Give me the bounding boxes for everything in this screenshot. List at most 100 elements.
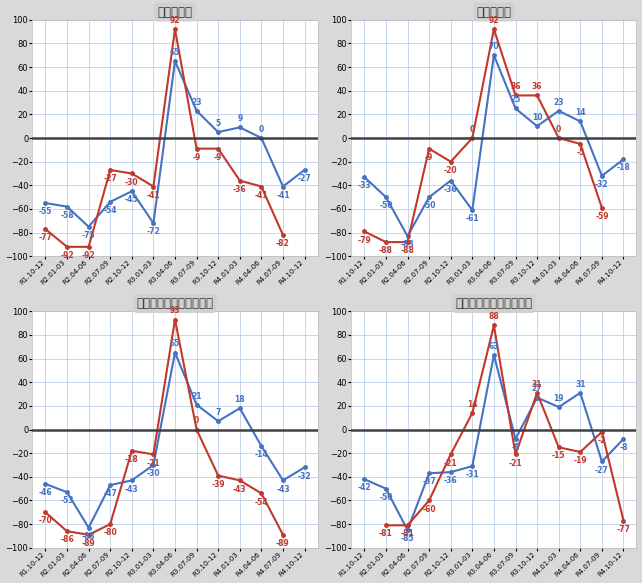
- Text: 36: 36: [510, 82, 521, 92]
- Text: -8: -8: [511, 443, 520, 452]
- Text: -32: -32: [595, 180, 609, 189]
- Text: 14: 14: [575, 108, 586, 117]
- Text: -9: -9: [214, 153, 222, 162]
- Text: -27: -27: [298, 174, 311, 183]
- Text: -21: -21: [508, 458, 523, 468]
- Text: 5: 5: [216, 119, 221, 128]
- Text: -18: -18: [125, 455, 139, 464]
- Text: -14: -14: [255, 450, 268, 459]
- Text: 93: 93: [169, 306, 180, 315]
- Text: -2: -2: [598, 436, 606, 445]
- Text: -88: -88: [379, 246, 393, 255]
- Text: -55: -55: [39, 207, 52, 216]
- Text: -61: -61: [465, 215, 479, 223]
- Text: -43: -43: [233, 484, 247, 494]
- Text: 92: 92: [169, 16, 180, 25]
- Text: -21: -21: [146, 458, 160, 468]
- Text: -45: -45: [125, 195, 139, 205]
- Text: -83: -83: [82, 532, 96, 541]
- Text: -54: -54: [255, 497, 268, 507]
- Text: 19: 19: [553, 394, 564, 403]
- Text: -59: -59: [595, 212, 609, 221]
- Text: -50: -50: [379, 493, 393, 502]
- Text: -33: -33: [358, 181, 371, 190]
- Text: -39: -39: [211, 480, 225, 489]
- Text: 88: 88: [489, 312, 499, 321]
- Text: -89: -89: [276, 539, 290, 548]
- Text: -20: -20: [444, 166, 458, 175]
- Text: -43: -43: [125, 484, 139, 494]
- Text: 63: 63: [489, 342, 499, 351]
- Text: 0: 0: [259, 125, 264, 134]
- Text: 21: 21: [191, 392, 202, 401]
- Text: 9: 9: [237, 114, 243, 123]
- Text: -86: -86: [60, 535, 74, 545]
- Text: -92: -92: [82, 251, 96, 260]
- Text: -41: -41: [255, 191, 268, 199]
- Text: -79: -79: [358, 236, 371, 245]
- Text: -82: -82: [276, 239, 290, 248]
- Text: -60: -60: [422, 505, 436, 514]
- Text: -41: -41: [146, 191, 160, 199]
- Text: 65: 65: [170, 339, 180, 349]
- Text: -46: -46: [39, 488, 52, 497]
- Text: -30: -30: [146, 469, 160, 478]
- Text: -8: -8: [620, 443, 628, 452]
- Text: -50: -50: [422, 201, 436, 210]
- Text: -19: -19: [573, 456, 587, 465]
- Title: 戸建て注文住宅受注戸数: 戸建て注文住宅受注戸数: [137, 297, 214, 310]
- Text: 92: 92: [489, 16, 499, 25]
- Text: -54: -54: [103, 206, 117, 215]
- Text: 10: 10: [532, 113, 542, 122]
- Text: -81: -81: [379, 529, 393, 539]
- Text: -21: -21: [444, 458, 458, 468]
- Text: 7: 7: [216, 408, 221, 417]
- Text: -77: -77: [39, 233, 53, 243]
- Text: -88: -88: [401, 246, 415, 255]
- Title: 戸建て注文住宅受注金額: 戸建て注文住宅受注金額: [455, 297, 532, 310]
- Text: -81: -81: [401, 529, 415, 539]
- Text: 0: 0: [470, 125, 475, 134]
- Text: -30: -30: [125, 178, 139, 187]
- Text: 65: 65: [170, 48, 180, 57]
- Text: -9: -9: [425, 153, 433, 162]
- Text: -75: -75: [82, 231, 96, 240]
- Text: -92: -92: [60, 251, 74, 260]
- Title: 総受注戸数: 総受注戸数: [157, 6, 193, 19]
- Text: -83: -83: [401, 240, 415, 250]
- Text: 70: 70: [489, 42, 499, 51]
- Text: -70: -70: [39, 517, 52, 525]
- Text: -85: -85: [401, 534, 414, 543]
- Text: -58: -58: [60, 211, 74, 220]
- Text: 25: 25: [510, 95, 521, 104]
- Text: -36: -36: [444, 476, 458, 485]
- Text: 31: 31: [532, 380, 542, 389]
- Text: -72: -72: [146, 227, 160, 236]
- Text: 14: 14: [467, 400, 478, 409]
- Text: 0: 0: [194, 416, 199, 426]
- Text: 31: 31: [575, 380, 586, 389]
- Text: -32: -32: [298, 472, 311, 480]
- Text: -27: -27: [595, 466, 609, 475]
- Text: -42: -42: [358, 483, 371, 493]
- Text: -50: -50: [379, 201, 393, 210]
- Text: -80: -80: [103, 528, 117, 538]
- Text: -89: -89: [82, 539, 96, 548]
- Text: -31: -31: [465, 470, 479, 479]
- Text: -5: -5: [576, 148, 584, 157]
- Text: -53: -53: [60, 496, 74, 505]
- Text: -36: -36: [233, 185, 247, 194]
- Text: -18: -18: [616, 163, 630, 173]
- Text: -43: -43: [276, 484, 290, 494]
- Text: 27: 27: [532, 384, 542, 394]
- Text: -77: -77: [616, 525, 630, 534]
- Text: -47: -47: [103, 489, 117, 498]
- Title: 総受注金額: 総受注金額: [476, 6, 512, 19]
- Text: -15: -15: [552, 451, 566, 461]
- Text: -37: -37: [422, 477, 436, 486]
- Text: -36: -36: [444, 185, 458, 194]
- Text: 36: 36: [532, 82, 542, 92]
- Text: -9: -9: [193, 153, 201, 162]
- Text: -41: -41: [276, 191, 290, 199]
- Text: 18: 18: [234, 395, 245, 404]
